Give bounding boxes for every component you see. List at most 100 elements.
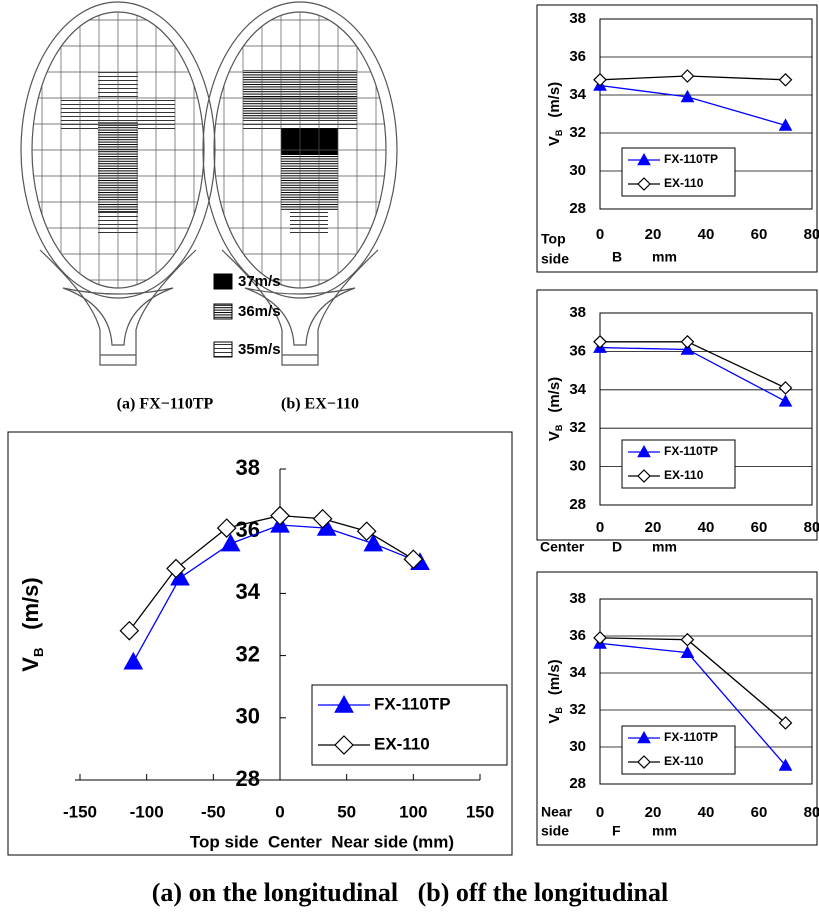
side-label: side xyxy=(541,251,569,267)
y-tick-label: 34 xyxy=(236,579,261,604)
point-label: F xyxy=(612,823,621,839)
racket-caption: (a) FX−110TP xyxy=(117,396,214,413)
point-label: B xyxy=(612,249,622,265)
side-label: Center xyxy=(540,539,585,555)
legend-label: 35m/s xyxy=(238,341,281,358)
legend-box xyxy=(621,725,736,775)
legend-marker xyxy=(637,444,651,458)
y-tick-label: 36 xyxy=(569,48,586,65)
y-tick-label: 28 xyxy=(569,200,586,217)
data-point xyxy=(778,72,793,87)
y-axis-label: VB (m/s) xyxy=(546,659,564,723)
legend: FX-110TP EX-110 xyxy=(621,439,736,489)
y-axis-label-part: B xyxy=(554,707,564,714)
data-point xyxy=(356,521,377,542)
y-tick-label: 38 xyxy=(569,10,586,27)
legend-label: FX-110TP xyxy=(664,152,718,166)
data-point xyxy=(680,645,695,658)
data-point xyxy=(680,342,695,355)
legend-label: EX-110 xyxy=(664,176,704,190)
legend-label: FX-110TP xyxy=(374,694,451,713)
chart: 28 30 32 34 36 38 0 20 40 60 80 VB (m/s) mm Center D FX-… xyxy=(536,289,819,555)
data-point xyxy=(778,394,793,407)
legend-marker xyxy=(637,177,651,191)
legend-marker xyxy=(334,735,354,755)
x-tick-label: 0 xyxy=(596,519,604,536)
y-tick-label: 30 xyxy=(236,704,260,729)
side-label: side xyxy=(541,823,569,839)
x-tick-label: 0 xyxy=(596,804,604,821)
y-axis-label-part: (m/s) xyxy=(18,577,43,630)
x-tick-label: 60 xyxy=(751,804,768,821)
legend-marker xyxy=(637,152,651,166)
data-point xyxy=(216,518,237,538)
x-tick-label: 60 xyxy=(751,519,768,536)
string-grid xyxy=(32,12,204,288)
data-point xyxy=(123,651,144,670)
data-point xyxy=(680,632,695,647)
data-point xyxy=(680,89,695,103)
legend-swatch xyxy=(213,341,233,358)
legend: FX-110TP EX-110 xyxy=(621,147,736,197)
x-axis-label: Top side Center Near side (mm) xyxy=(190,832,454,851)
y-axis-label: VB (m/s) xyxy=(546,377,564,441)
data-point xyxy=(680,334,695,349)
legend: FX-110TP EX-110 xyxy=(311,684,508,766)
data-point xyxy=(778,758,793,771)
point-label: D xyxy=(612,539,622,555)
data-point xyxy=(166,558,186,579)
legend-box xyxy=(621,147,736,197)
side-label: Near xyxy=(541,804,573,820)
chart: 28 30 32 34 36 38 0 20 40 60 80 VB (m/s) mm Near side F F… xyxy=(536,571,819,846)
y-tick-label: 36 xyxy=(569,342,586,359)
impact-region xyxy=(281,128,338,155)
y-tick-label: 30 xyxy=(569,458,586,475)
legend-label: 36m/s xyxy=(238,303,281,320)
data-point xyxy=(778,716,793,730)
data-point xyxy=(403,549,424,570)
string-grid xyxy=(214,12,386,288)
y-tick-label: 38 xyxy=(569,590,586,607)
legend-marker xyxy=(637,755,651,769)
x-tick-label: 100 xyxy=(399,802,427,821)
racket-frame xyxy=(202,1,398,299)
y-axis-label-part: B xyxy=(554,129,564,136)
y-axis-label-part: (m/s) xyxy=(546,659,563,695)
y-axis-label-part: V xyxy=(546,431,563,441)
y-tick-label: 38 xyxy=(569,304,586,321)
y-tick-label: 28 xyxy=(569,775,586,792)
y-axis-label: VB (m/s) xyxy=(546,82,564,146)
y-tick-label: 32 xyxy=(236,641,260,666)
y-axis-label-part: V xyxy=(546,136,563,146)
series-line xyxy=(599,84,786,127)
y-tick-label: 34 xyxy=(569,381,586,398)
y-tick-label: 30 xyxy=(569,162,586,179)
legend-marker xyxy=(637,730,651,744)
legend-marker xyxy=(334,694,354,713)
legend-label: 37m/s xyxy=(238,273,281,290)
x-tick-label: 0 xyxy=(275,802,284,821)
data-point xyxy=(312,508,333,529)
data-point xyxy=(778,118,793,131)
data-point xyxy=(593,72,607,87)
side-label: Top xyxy=(541,231,566,247)
racket-legend: 37m/s 36m/s 35m/s xyxy=(213,273,281,358)
legend-label: EX-110 xyxy=(664,754,704,768)
y-tick-label: 28 xyxy=(236,766,260,791)
x-axis-label: mm xyxy=(652,539,677,555)
legend-label: EX-110 xyxy=(374,734,430,753)
x-tick-label: -50 xyxy=(201,802,226,821)
legend: FX-110TP EX-110 xyxy=(621,725,736,775)
y-axis-label-part: V xyxy=(546,714,563,724)
data-point xyxy=(778,381,793,395)
x-tick-label: 40 xyxy=(698,519,715,536)
legend-label: FX-110TP xyxy=(664,730,718,744)
y-axis-label-part: B xyxy=(31,647,46,657)
data-point xyxy=(270,505,290,526)
x-tick-label: 20 xyxy=(645,226,662,243)
y-tick-label: 28 xyxy=(569,496,586,513)
x-tick-label: -100 xyxy=(130,802,164,821)
y-tick-label: 38 xyxy=(236,455,260,480)
